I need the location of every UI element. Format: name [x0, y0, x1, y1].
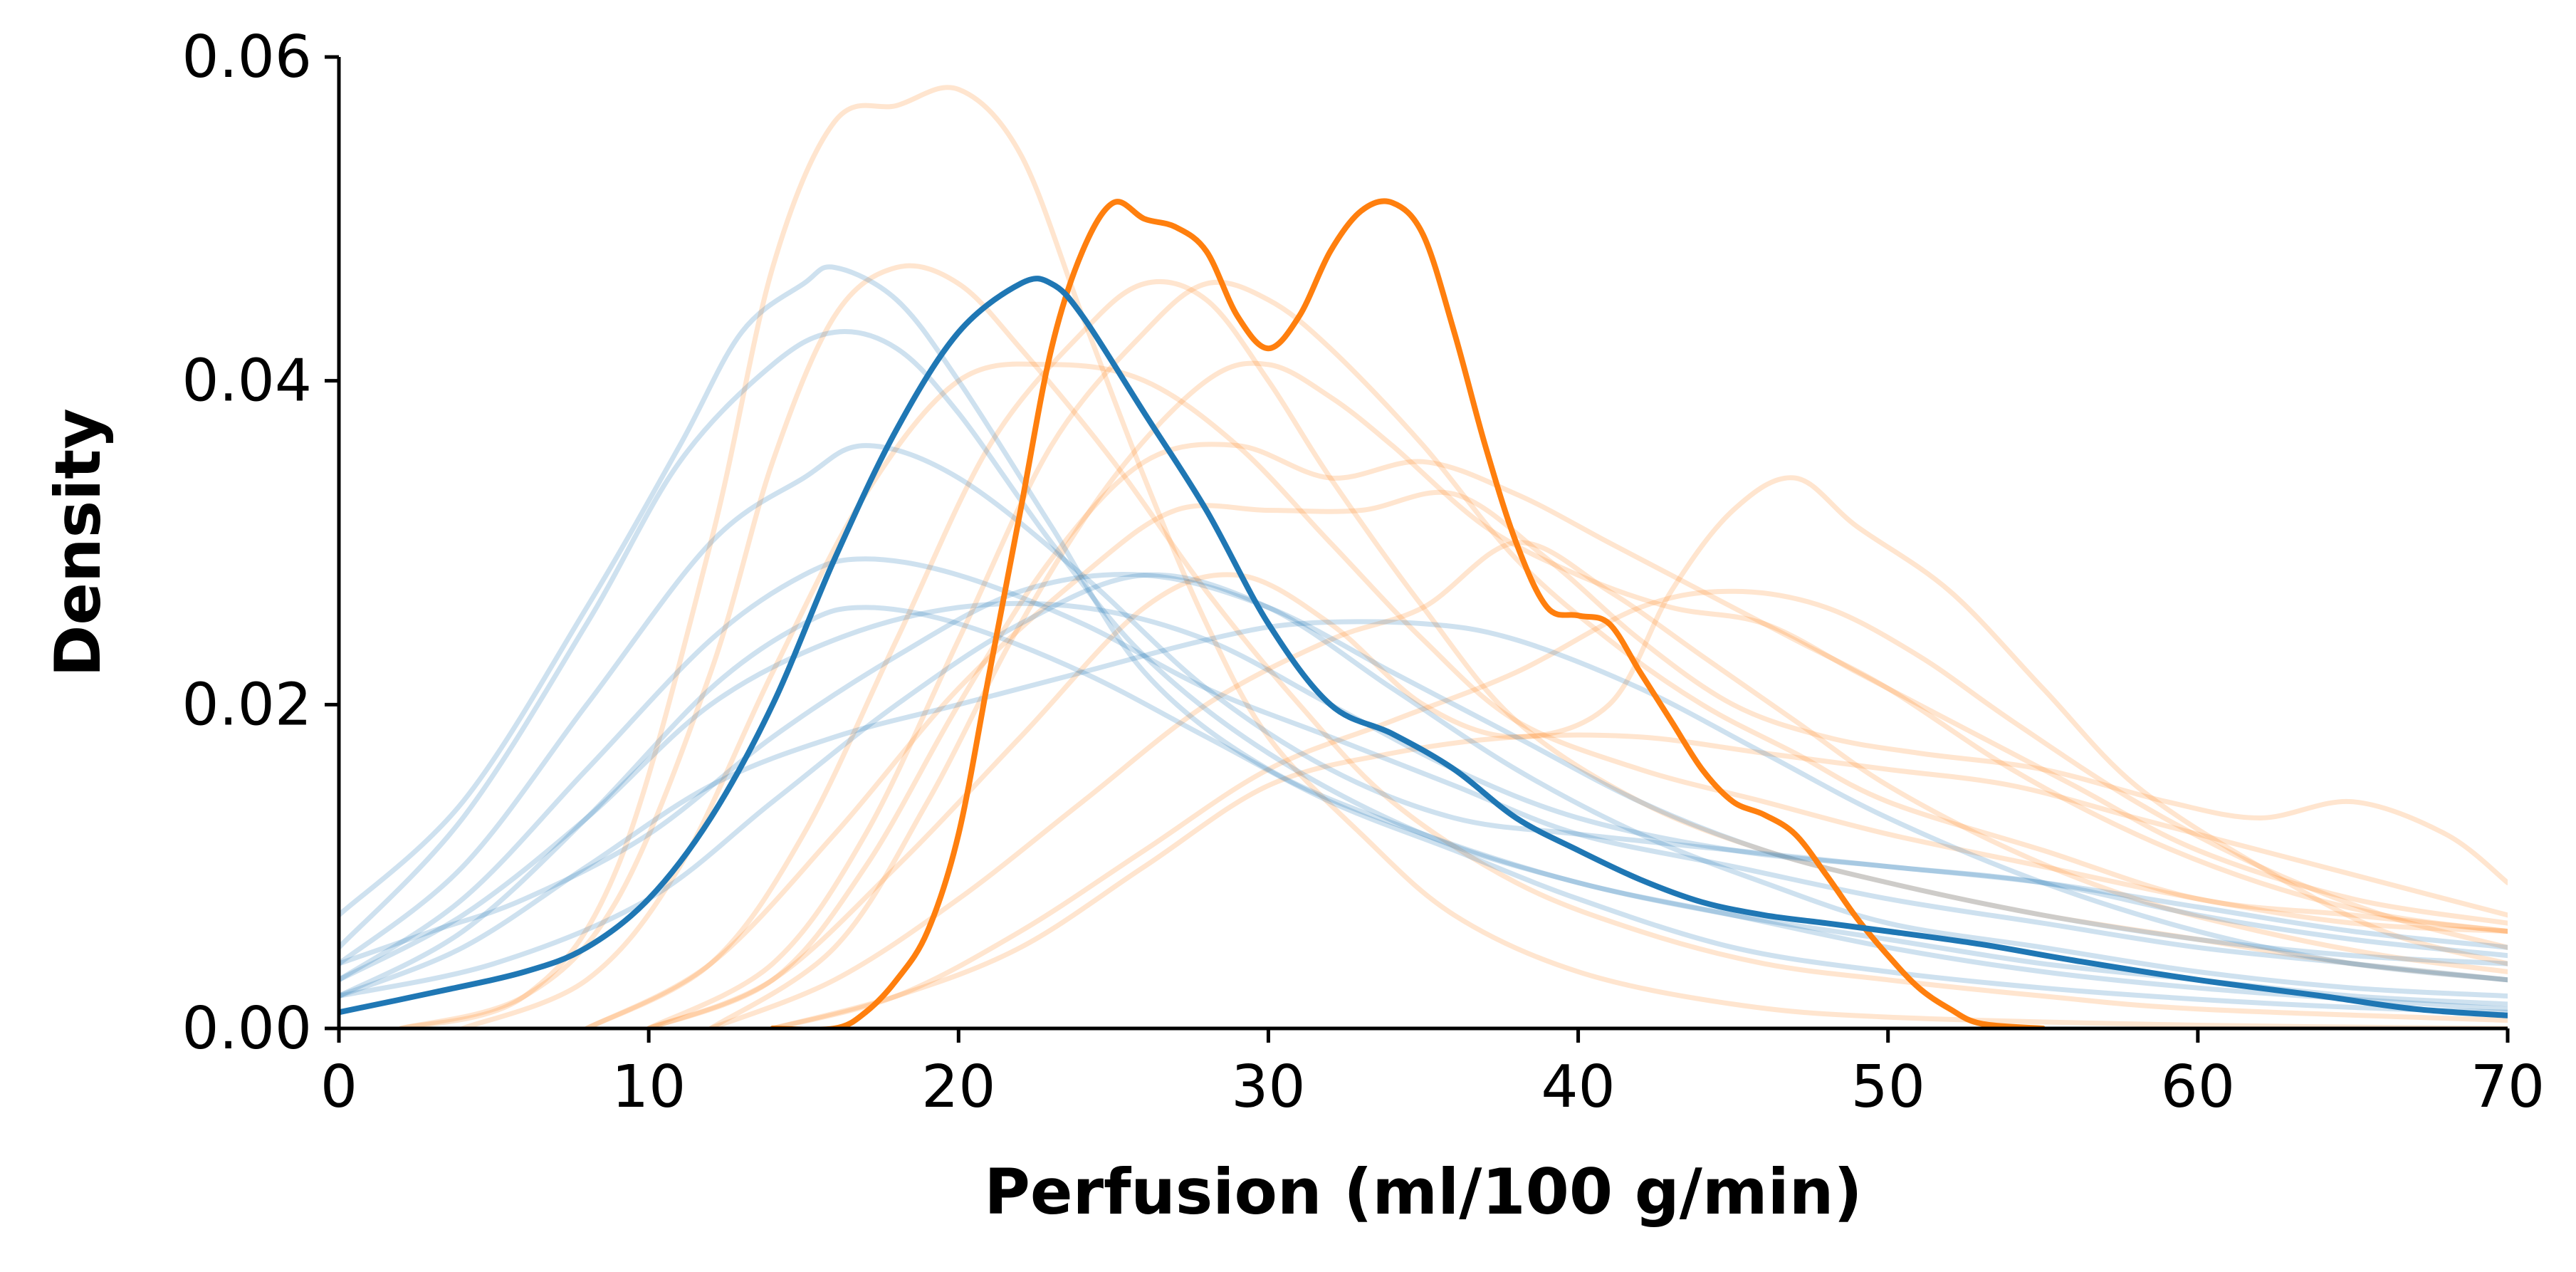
faint-blue-density-line-13 — [339, 329, 2508, 1007]
faint-blue-density-line-17 — [339, 572, 2508, 966]
faint-orange-density-line-0 — [398, 85, 2508, 1028]
highlighted-blue-density-line — [339, 276, 2508, 1018]
faint-orange-density-line-10 — [708, 540, 2508, 1028]
faint-orange-density-line-2 — [460, 361, 2508, 1028]
faint-blue-density-line-14 — [339, 443, 2508, 966]
faint-blue-density-line-16 — [339, 605, 2508, 1015]
faint-blue-density-line-18 — [339, 619, 2508, 999]
faint-orange-density-line-6 — [646, 442, 2508, 1028]
y-axis-title: Density — [41, 408, 115, 677]
faint-orange-density-line-7 — [584, 489, 2508, 1028]
y-tick-label: 0.02 — [182, 671, 312, 739]
faint-orange-density-line-4 — [646, 279, 2508, 1028]
faint-orange-density-line-8 — [646, 475, 2508, 1028]
series-layer — [339, 85, 2508, 1028]
faint-blue-density-line-20 — [339, 572, 2508, 999]
x-tick-label: 70 — [2471, 1053, 2545, 1121]
x-tick-label: 10 — [612, 1053, 686, 1121]
x-tick-label: 40 — [1541, 1053, 1615, 1121]
axes-layer — [337, 57, 2508, 1031]
faint-orange-density-line-3 — [584, 279, 2508, 1028]
ticks-layer: 0 10 20 30 40 50 60 70 0.00 0.02 0.04 0.06 — [182, 24, 2545, 1121]
faint-blue-density-line-12 — [339, 264, 2508, 1012]
faint-blue-density-line-15 — [339, 556, 2508, 983]
x-axis-title: Perfusion (ml/100 g/min) — [984, 1155, 1862, 1229]
faint-orange-density-line-11 — [770, 732, 2508, 1028]
x-tick-label: 60 — [2161, 1053, 2235, 1121]
y-tick-label: 0.00 — [182, 995, 312, 1063]
x-tick-label: 0 — [320, 1053, 357, 1121]
x-tick-label: 50 — [1851, 1053, 1925, 1121]
x-tick-label: 20 — [921, 1053, 995, 1121]
y-tick-label: 0.04 — [182, 348, 312, 415]
x-tick-label: 30 — [1231, 1053, 1305, 1121]
y-tick-label: 0.06 — [182, 24, 312, 91]
highlighted-orange-density-line — [770, 198, 2046, 1028]
faint-orange-density-line-9 — [770, 588, 2508, 1028]
